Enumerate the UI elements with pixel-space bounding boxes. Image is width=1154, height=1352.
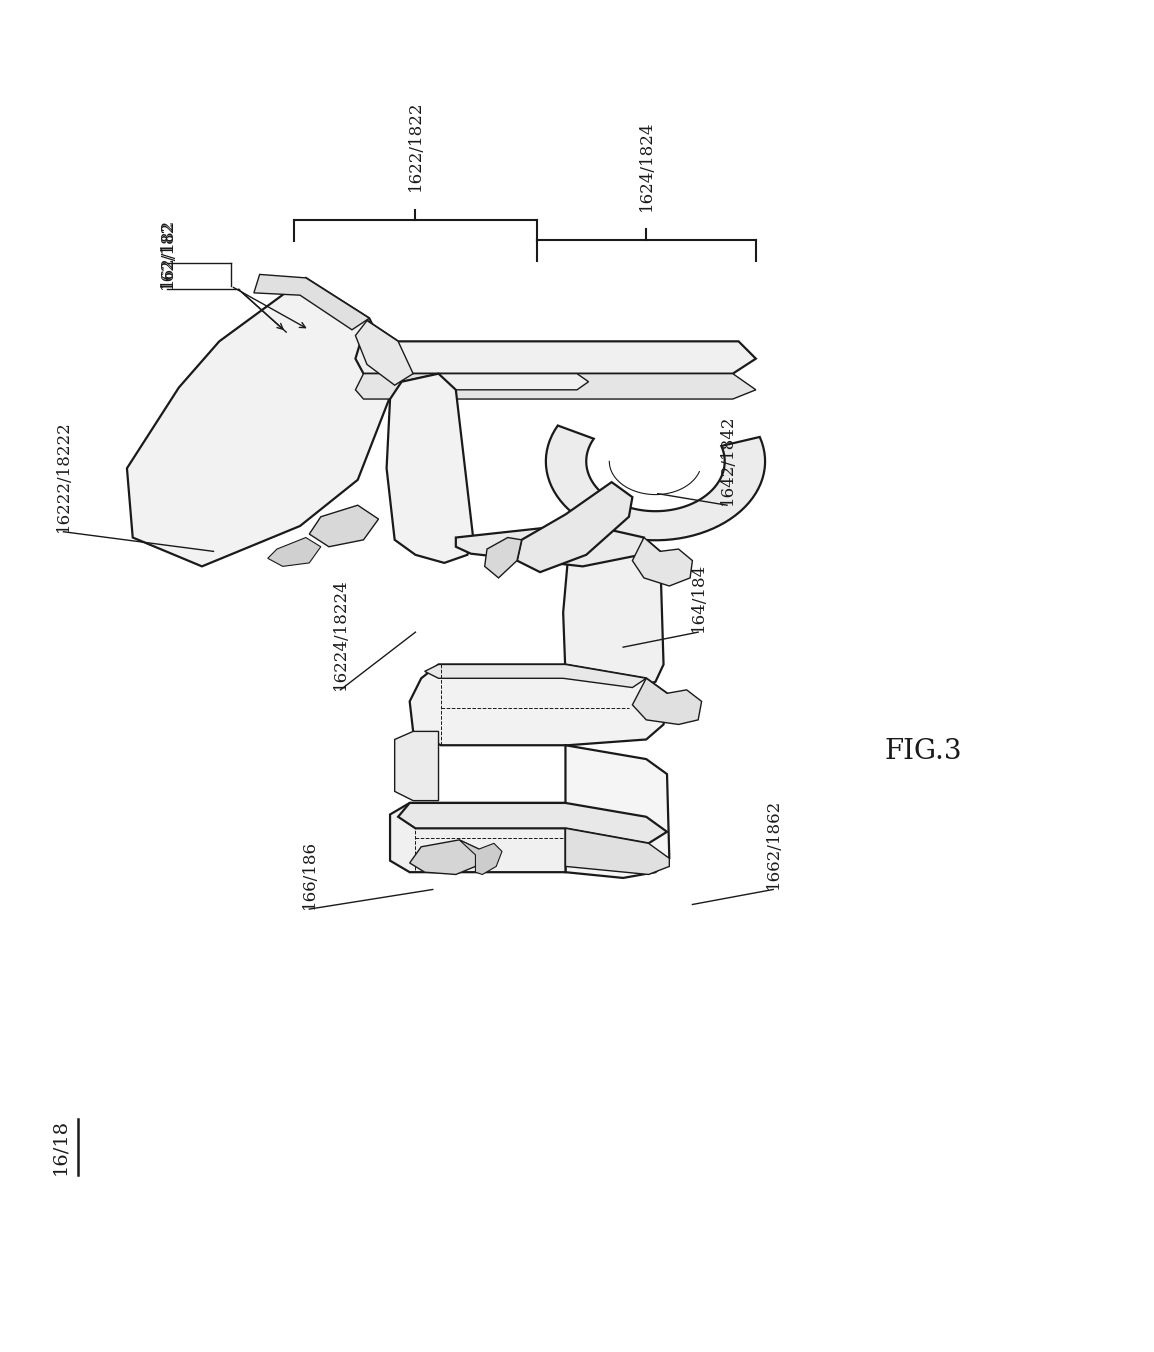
Text: FIG.3: FIG.3 xyxy=(884,737,962,764)
Polygon shape xyxy=(355,320,756,373)
Polygon shape xyxy=(398,803,667,844)
Polygon shape xyxy=(402,373,589,396)
Polygon shape xyxy=(456,523,644,566)
Polygon shape xyxy=(355,320,413,385)
Polygon shape xyxy=(355,373,756,399)
Polygon shape xyxy=(565,745,669,877)
Polygon shape xyxy=(632,538,692,585)
Polygon shape xyxy=(410,840,479,875)
Polygon shape xyxy=(309,506,379,546)
Text: 166/186: 166/186 xyxy=(301,840,317,909)
Text: 1622/1822: 1622/1822 xyxy=(407,101,424,192)
Polygon shape xyxy=(127,279,398,566)
Polygon shape xyxy=(254,274,369,330)
Polygon shape xyxy=(395,731,439,800)
Text: 162/182: 162/182 xyxy=(159,220,175,289)
Polygon shape xyxy=(390,803,565,872)
Polygon shape xyxy=(632,679,702,725)
Text: 16/18: 16/18 xyxy=(51,1118,69,1175)
Polygon shape xyxy=(425,664,646,688)
Polygon shape xyxy=(517,483,632,572)
Polygon shape xyxy=(268,538,321,566)
Text: 1642/1842: 1642/1842 xyxy=(719,415,735,506)
Polygon shape xyxy=(387,373,473,562)
Text: 164/184: 164/184 xyxy=(690,562,706,633)
Polygon shape xyxy=(565,829,669,875)
Polygon shape xyxy=(485,538,522,577)
Polygon shape xyxy=(459,840,502,875)
Text: 1624/1824: 1624/1824 xyxy=(638,120,654,211)
Text: 1662/1862: 1662/1862 xyxy=(765,799,781,890)
Text: 16222/18222: 16222/18222 xyxy=(55,420,72,531)
Text: 16224/18224: 16224/18224 xyxy=(332,579,349,690)
Text: 162/182: 162/182 xyxy=(159,218,175,287)
Polygon shape xyxy=(546,426,765,541)
Polygon shape xyxy=(563,523,664,690)
Polygon shape xyxy=(410,664,667,745)
